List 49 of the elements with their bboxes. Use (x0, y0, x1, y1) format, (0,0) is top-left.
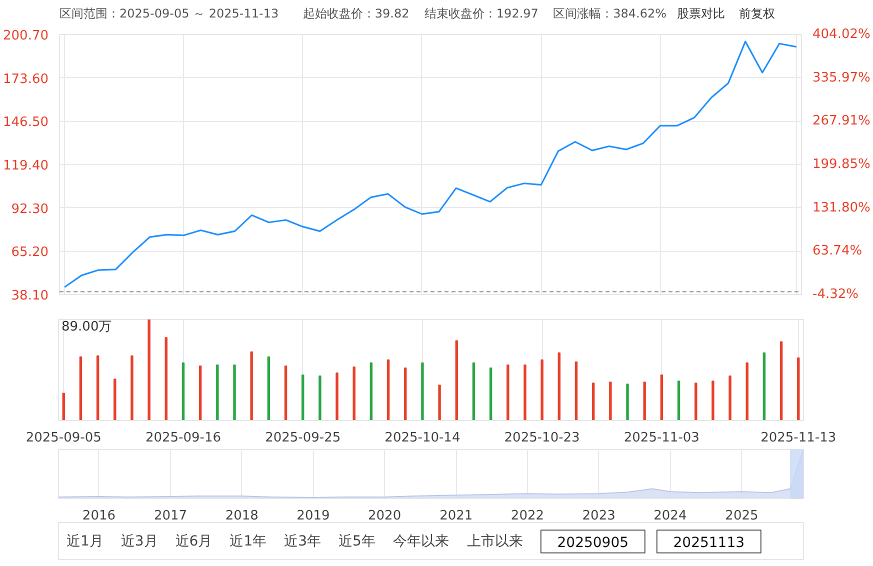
y2-tick-label: 131.80% (812, 200, 870, 216)
x-tick-label: 2025-10-23 (504, 430, 580, 446)
text: 20251113 (673, 535, 745, 551)
x-tick-label: 2025-09-05 (26, 430, 102, 446)
x-tick-label: 2025-09-25 (265, 430, 341, 446)
y-tick-label: 38.10 (11, 288, 48, 304)
x-tick-label: 2025-11-03 (624, 430, 700, 446)
x-tick-label: 2023 (582, 508, 616, 524)
text: 近1年 (230, 534, 267, 550)
text: 近6月 (175, 534, 212, 550)
text: 近5年 (338, 534, 376, 550)
text: 20250905 (557, 535, 629, 551)
text: 股票对比 (677, 6, 726, 20)
text: 起始收盘价：39.82 (302, 6, 410, 20)
y2-tick-label: 267.91% (812, 114, 870, 129)
x-tick-label: 2021 (440, 508, 473, 524)
text: 近1月 (66, 534, 104, 550)
text: 上市以来 (466, 534, 523, 550)
x-tick-label: 2022 (510, 508, 544, 524)
y-tick-label: 119.40 (3, 158, 49, 174)
y-tick-label: 200.70 (3, 28, 49, 44)
x-tick-label: 2016 (82, 508, 116, 524)
y-tick-label: 146.50 (3, 115, 49, 130)
x-tick-label: 2020 (368, 508, 402, 524)
y2-tick-label: 199.85% (812, 157, 870, 172)
text: 前复权 (738, 6, 775, 20)
text: 今年以来 (392, 534, 449, 550)
x-tick-label: 2025 (725, 508, 758, 524)
x-tick-label: 2025-10-14 (384, 430, 460, 446)
x-tick-label: 2024 (654, 508, 687, 524)
text: 近3月 (120, 534, 158, 550)
text: 近3年 (284, 534, 322, 550)
x-tick-label: 2025-11-13 (760, 430, 836, 446)
text: 区间范围：2025-09-05 ～ 2025-11-13 (60, 6, 279, 20)
x-tick-label: 2019 (296, 508, 330, 524)
y2-tick-label: -4.32% (812, 287, 858, 302)
x-tick-label: 2017 (154, 508, 188, 524)
y2-tick-label: 335.97% (812, 70, 870, 86)
annotation: 89.00万 (62, 320, 112, 334)
text: 区间涨幅：384.62% (553, 6, 666, 20)
x-tick-label: 2025-09-16 (145, 430, 222, 446)
y2-tick-label: 404.02% (812, 27, 870, 42)
line-series (64, 40, 798, 288)
y2-tick-label: 63.74% (812, 244, 862, 259)
y-tick-label: 173.60 (3, 72, 49, 87)
y-tick-label: 65.20 (11, 245, 48, 260)
x-tick-label: 2018 (225, 508, 258, 524)
text: 结束收盘价：192.97 (424, 6, 538, 20)
y-tick-label: 92.30 (11, 202, 48, 217)
